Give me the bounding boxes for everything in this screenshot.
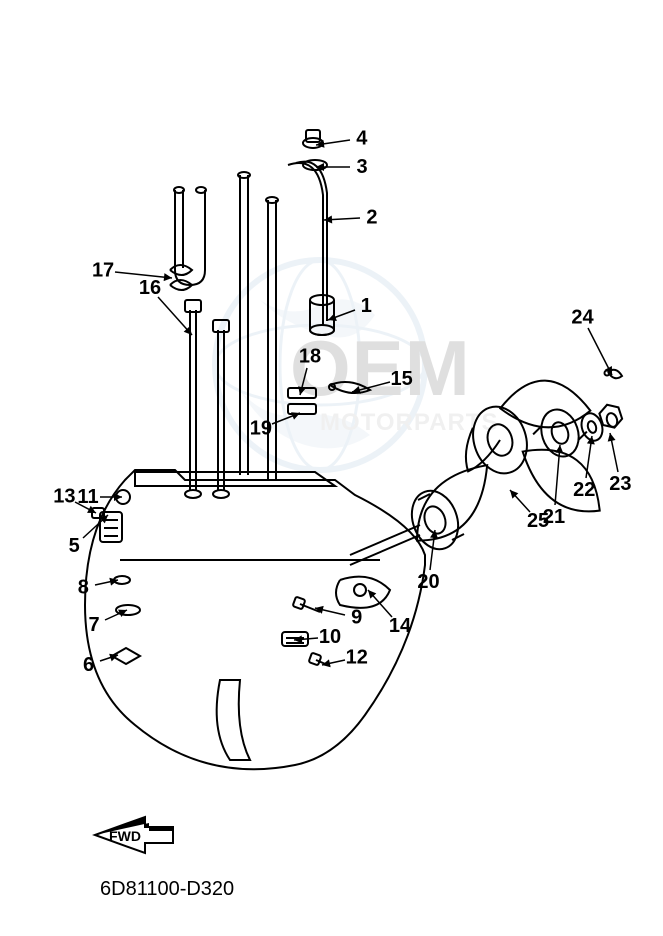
callout-14: 14 <box>389 615 412 637</box>
callout-20: 20 <box>417 571 439 593</box>
callout-3: 3 <box>356 156 367 178</box>
fwd-arrow-badge: FWD <box>95 817 173 853</box>
callout-16: 16 <box>139 277 161 299</box>
callout-25: 25 <box>527 510 549 532</box>
callout-5: 5 <box>69 535 80 557</box>
callout-9: 9 <box>351 607 362 629</box>
callout-8: 8 <box>78 577 89 599</box>
callout-1: 1 <box>361 295 372 317</box>
exploded-diagram: OEM MOTORPARTS <box>0 0 663 936</box>
callout-6: 6 <box>83 654 94 676</box>
callout-24: 24 <box>571 306 594 328</box>
callout-17: 17 <box>92 260 114 282</box>
callout-2: 2 <box>366 206 377 228</box>
watermark-main: OEM <box>290 324 471 412</box>
callout-23: 23 <box>609 473 631 495</box>
callout-13: 13 <box>53 485 75 507</box>
callout-22: 22 <box>573 479 595 501</box>
callout-4: 4 <box>356 127 368 149</box>
linework <box>85 130 624 769</box>
callout-19: 19 <box>250 417 272 439</box>
callout-15: 15 <box>390 368 412 390</box>
callout-7: 7 <box>89 614 100 636</box>
callout-12: 12 <box>346 646 368 668</box>
fwd-label: FWD <box>109 828 141 844</box>
callout-10: 10 <box>319 626 341 648</box>
callout-18: 18 <box>299 345 321 367</box>
part-id-label: 6D81100-D320 <box>100 878 234 900</box>
